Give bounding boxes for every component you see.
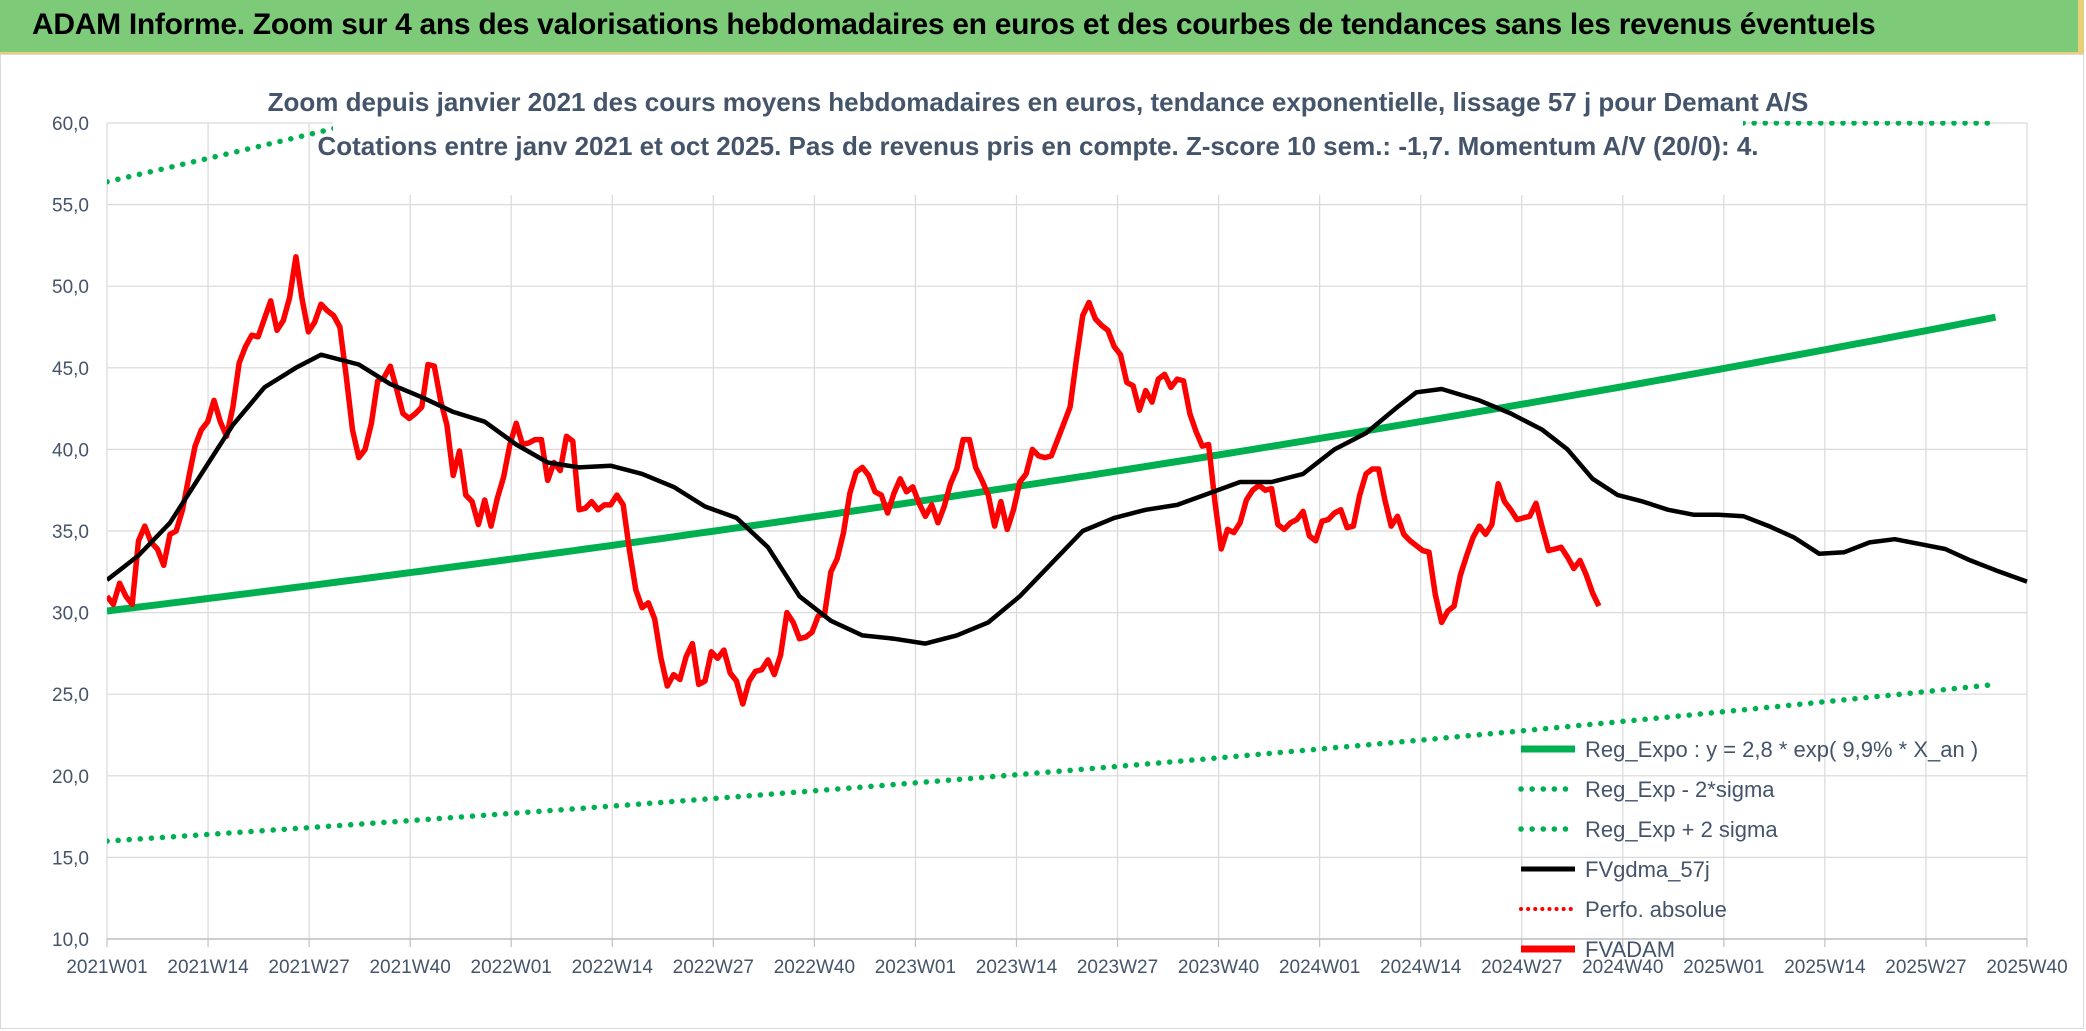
x-tick-label: 2022W40 [774,957,855,978]
x-tick-label: 2025W01 [1683,957,1764,978]
x-tick-label: 2021W01 [66,957,147,978]
x-tick-label: 2024W40 [1582,957,1663,978]
regression-expo-line [107,313,1997,615]
y-tick-label: 25,0 [52,685,89,706]
x-tick-label: 2025W14 [1784,957,1866,978]
x-axis-ticks: 2021W01 2021W14 2021W27 2021W40 2022W01 2022W… [66,957,2067,978]
plot-area [107,121,2028,844]
y-tick-label: 50,0 [52,277,89,298]
legend-label: Perfo. absolue [1585,897,1727,922]
x-tick-label: 2025W27 [1885,957,1966,978]
legend: Reg_Expo : y = 2,8 * exp( 9,9% * X_an ) R… [1518,737,1978,962]
legend-label: Reg_Exp + 2 sigma [1585,817,1778,842]
x-tick-label: 2022W27 [673,957,754,978]
x-tick-label: 2021W14 [167,957,249,978]
legend-label: Reg_Exp - 2*sigma [1585,777,1775,802]
y-tick-label: 40,0 [52,440,89,461]
x-tick-label: 2024W01 [1279,957,1360,978]
x-tick-label: 2022W14 [572,957,654,978]
y-tick-label: 55,0 [52,196,89,217]
y-tick-label: 20,0 [52,767,89,788]
legend-label: Reg_Expo : y = 2,8 * exp( 9,9% * X_an ) [1585,737,1978,762]
x-tick-label: 2022W01 [471,957,552,978]
fvadam-price-line [107,254,1602,707]
y-tick-label: 35,0 [52,522,89,543]
y-tick-label: 45,0 [52,359,89,380]
legend-label: FVADAM [1585,937,1675,962]
chart-frame: 10,0 15,0 20,0 25,0 30,0 35,0 40,0 45,0 50,0 55,0… [0,54,2084,1029]
x-tick-label: 2023W14 [976,957,1058,978]
x-tick-label: 2024W27 [1481,957,1562,978]
x-tick-label: 2024W14 [1380,957,1462,978]
report-banner: ADAM Informe. Zoom sur 4 ans des valoris… [0,0,2084,54]
fvgdma-57j-line [107,352,2028,646]
title-background [333,77,1743,195]
y-tick-label: 10,0 [52,930,89,951]
x-tick-label: 2021W27 [268,957,349,978]
chart-subtitle: Cotations entre janv 2021 et oct 2025. P… [317,131,1758,161]
x-tick-label: 2023W01 [875,957,956,978]
report-title: ADAM Informe. Zoom sur 4 ans des valoris… [32,8,1876,41]
y-tick-label: 60,0 [52,114,89,135]
regression-minus-2sigma-line [107,681,1999,844]
y-tick-label: 15,0 [52,848,89,869]
x-tick-label: 2025W40 [1986,957,2067,978]
x-tick-label: 2021W40 [369,957,450,978]
line-chart: 10,0 15,0 20,0 25,0 30,0 35,0 40,0 45,0 50,0 55,0… [52,77,2068,978]
x-tick-label: 2023W27 [1077,957,1158,978]
legend-label: FVgdma_57j [1585,857,1710,882]
series-layer [107,121,2028,844]
chart-title: Zoom depuis janvier 2021 des cours moyen… [268,87,1809,117]
y-tick-label: 30,0 [52,604,89,625]
x-tick-label: 2023W40 [1178,957,1259,978]
y-axis-ticks: 10,0 15,0 20,0 25,0 30,0 35,0 40,0 45,0 50,0 55,0… [52,114,89,951]
